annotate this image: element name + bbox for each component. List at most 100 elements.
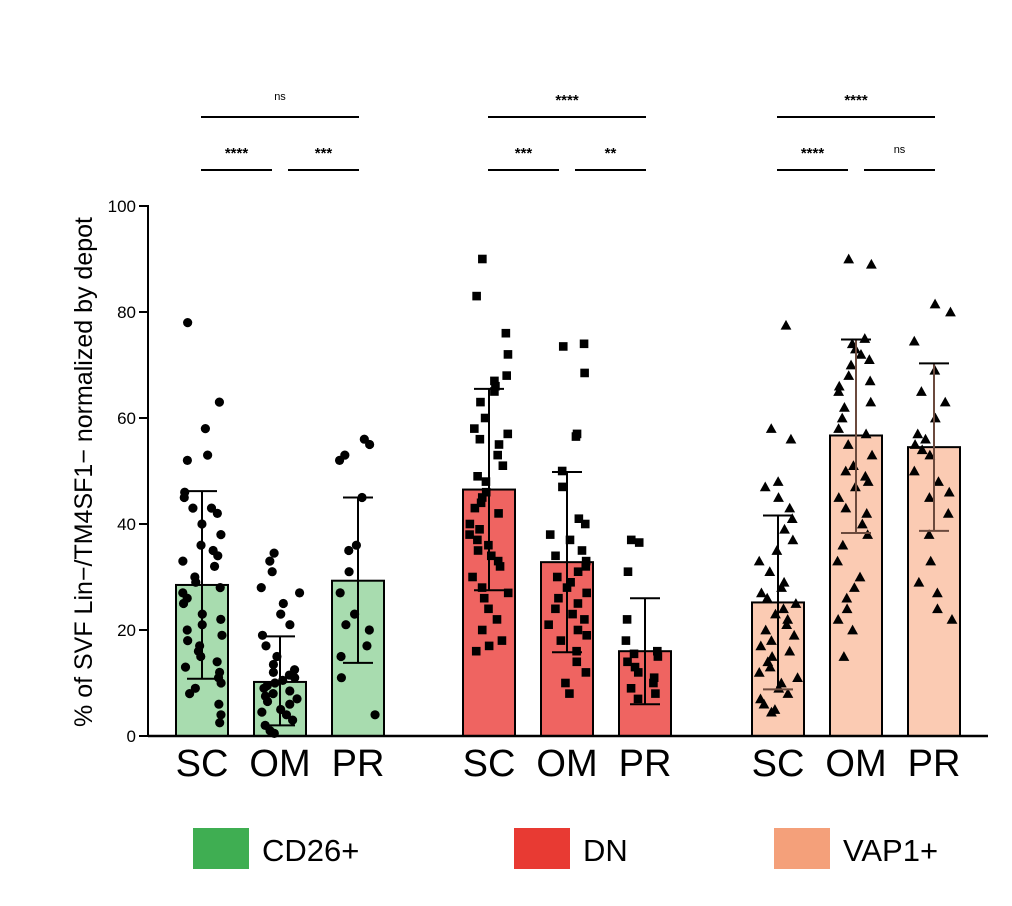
sig-left-label: **** <box>225 145 249 162</box>
data-point <box>276 609 286 619</box>
data-point <box>477 583 487 592</box>
data-point <box>477 625 487 635</box>
data-point <box>213 551 223 561</box>
data-point <box>268 659 279 670</box>
data-point <box>212 508 222 518</box>
data-point <box>557 466 567 476</box>
data-point <box>185 689 195 699</box>
data-point <box>261 641 271 651</box>
x-category-label: OM <box>536 743 597 785</box>
legend: CD26+ DN VAP1+ <box>193 828 938 869</box>
x-category-label: PR <box>908 743 961 785</box>
data-point <box>788 629 800 640</box>
data-point <box>773 492 784 502</box>
data-point <box>179 492 189 503</box>
data-point <box>623 567 633 576</box>
data-point <box>629 649 639 659</box>
data-point <box>782 614 794 624</box>
data-point <box>285 686 295 696</box>
data-point <box>257 630 268 640</box>
sig-left-label: *** <box>515 145 533 162</box>
data-point <box>484 641 494 651</box>
data-point <box>472 291 481 301</box>
data-point <box>480 413 490 423</box>
data-point <box>792 672 803 683</box>
data-point <box>473 546 483 555</box>
data-point <box>270 678 280 688</box>
data-point <box>475 434 485 444</box>
data-point <box>580 368 589 378</box>
data-point <box>290 673 300 683</box>
data-point <box>839 402 850 412</box>
data-point <box>503 588 513 598</box>
x-category-label: OM <box>249 743 310 785</box>
data-point <box>349 609 360 619</box>
x-category-label: PR <box>332 743 385 785</box>
data-point <box>362 641 372 651</box>
y-axis: 0 20 40 60 80 100 <box>108 197 149 746</box>
y-tick-label: 20 <box>117 621 136 640</box>
data-point <box>268 689 278 699</box>
y-tick-label: 60 <box>117 409 136 428</box>
data-point <box>206 503 217 513</box>
data-point <box>924 492 935 502</box>
data-point <box>554 593 563 603</box>
data-point <box>854 571 866 582</box>
data-point <box>841 592 853 603</box>
data-point <box>909 439 921 449</box>
data-point <box>924 449 936 460</box>
data-point <box>833 380 845 391</box>
data-point <box>572 657 582 667</box>
data-point <box>498 461 508 470</box>
data-point <box>929 412 941 423</box>
y-tick-label: 80 <box>117 303 136 322</box>
legend-label: CD26+ <box>262 833 359 868</box>
data-point <box>784 645 796 656</box>
data-point <box>626 535 636 545</box>
data-point <box>200 424 210 434</box>
data-point <box>626 684 636 693</box>
data-point <box>468 572 477 582</box>
data-point <box>486 551 496 561</box>
data-point <box>571 432 581 441</box>
data-point <box>493 450 502 460</box>
data-point <box>943 486 955 497</box>
data-point <box>653 652 663 661</box>
data-point <box>473 472 482 481</box>
data-point <box>755 640 767 651</box>
data-point <box>577 546 587 555</box>
data-point <box>840 465 852 476</box>
data-point <box>925 555 937 566</box>
data-point <box>215 583 225 593</box>
data-point <box>908 335 920 346</box>
data-point <box>621 636 631 645</box>
data-point <box>493 556 503 566</box>
data-point <box>923 529 935 539</box>
y-tick-label: 40 <box>117 515 136 534</box>
data-point <box>764 566 776 577</box>
data-point <box>351 540 361 550</box>
data-point <box>556 636 566 645</box>
data-point <box>833 386 845 396</box>
legend-swatch <box>514 828 570 869</box>
data-point <box>832 555 843 566</box>
data-point <box>344 567 354 577</box>
data-point <box>478 254 487 264</box>
data-point <box>942 508 954 518</box>
data-point <box>920 433 931 444</box>
data-point <box>214 699 224 709</box>
data-point <box>561 678 570 688</box>
data-point <box>294 588 305 598</box>
data-point <box>370 710 380 720</box>
data-point <box>568 609 577 619</box>
data-point <box>633 668 643 677</box>
data-point <box>473 535 482 545</box>
data-point <box>476 498 486 508</box>
data-point <box>756 587 767 598</box>
data-point <box>183 318 193 328</box>
data-point <box>465 519 475 529</box>
data-point <box>633 694 643 704</box>
data-point <box>579 339 589 349</box>
data-point <box>843 370 855 380</box>
